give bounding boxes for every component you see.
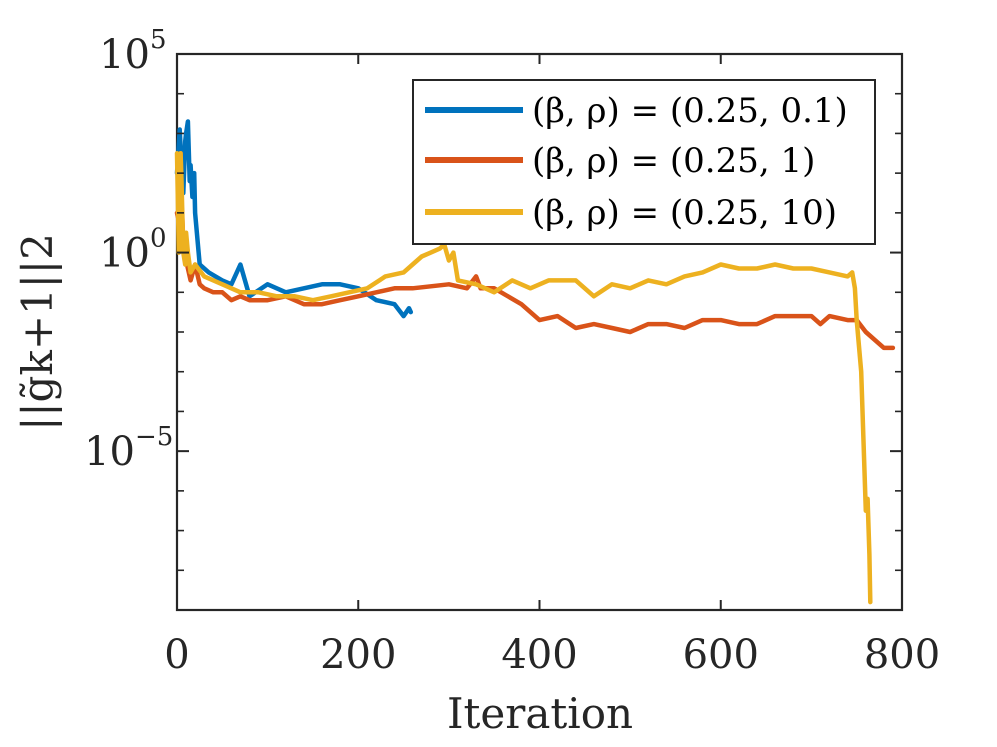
series-line-1 [174, 119, 414, 319]
y-tick-label-1: 10 0 [99, 224, 166, 277]
y-tick-exp-1: 0 [150, 224, 167, 254]
series-line-3 [174, 151, 873, 605]
x-tick-label-600: 600 [683, 632, 759, 678]
y-tick-base-2: 10 [84, 429, 135, 475]
x-tick-label-800: 800 [864, 632, 940, 678]
x-tick-label-0: 0 [164, 632, 189, 678]
y-tick-exp-0: 5 [150, 25, 167, 55]
y-axis-title: ||g̃k+1||2 [13, 233, 62, 431]
y-tick-base-1: 10 [99, 231, 150, 277]
y-tick-label-0: 10 5 [99, 25, 166, 78]
y-tick-exp-2: −5 [135, 422, 173, 452]
y-tick-label-2: 10 −5 [84, 422, 173, 475]
legend: (β, ρ) = (0.25, 0.1) (β, ρ) = (0.25, 1) … [412, 79, 876, 245]
x-tick-label-400: 400 [501, 632, 577, 678]
y-tick-base-0: 10 [99, 32, 150, 78]
x-tick-label-200: 200 [320, 632, 396, 678]
series-line-2 [174, 151, 896, 351]
x-axis-title: Iteration [447, 689, 633, 738]
legend-label-series-2: (β, ρ) = (0.25, 1) [532, 141, 815, 181]
series-layer [174, 119, 896, 605]
legend-label-series-3: (β, ρ) = (0.25, 10) [532, 193, 837, 233]
legend-label-series-1: (β, ρ) = (0.25, 0.1) [532, 91, 848, 131]
